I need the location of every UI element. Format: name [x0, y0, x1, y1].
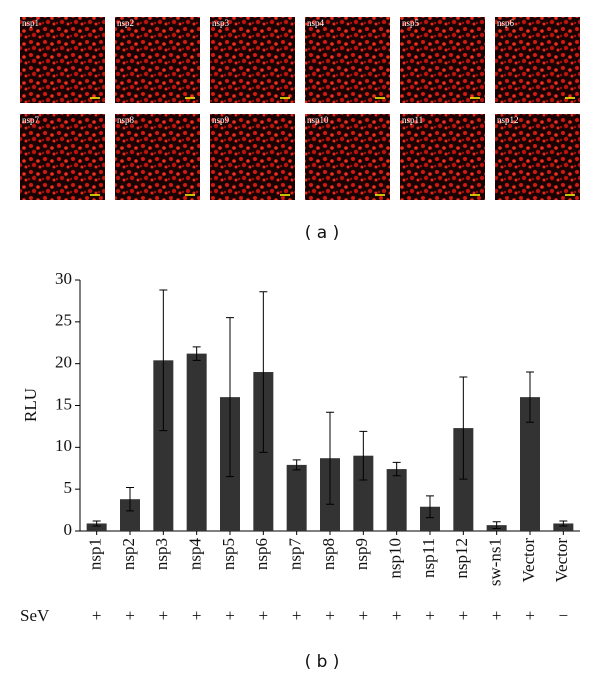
treatment-mark: −: [559, 606, 569, 625]
bar: [353, 455, 374, 531]
treatment-mark: +: [325, 606, 335, 625]
error-bar: [126, 486, 134, 512]
error-bar: [526, 371, 534, 423]
error-bar: [392, 461, 401, 477]
y-tick-label: 0: [64, 520, 73, 539]
micrograph: [210, 114, 295, 200]
micrograph: [115, 17, 200, 103]
y-tick-label: 30: [55, 269, 72, 288]
error-bar: [459, 376, 468, 480]
panel-caption: ( a ): [305, 223, 340, 243]
error-bar: [159, 289, 168, 432]
bar: [120, 499, 140, 531]
treatment-mark: +: [292, 606, 302, 625]
row-label: SeV: [20, 606, 50, 625]
micrograph: [305, 17, 390, 103]
bar: [520, 397, 540, 531]
bar: [386, 469, 407, 531]
treatment-mark: +: [492, 606, 502, 625]
error-bar: [192, 346, 201, 361]
error-bar: [92, 520, 101, 527]
treatment-mark: +: [225, 606, 235, 625]
image-label: nsp8: [117, 115, 135, 125]
treatment-mark: +: [92, 606, 102, 625]
bar: [153, 360, 174, 531]
y-tick-label: 25: [55, 311, 72, 330]
x-tick-label: nsp11: [419, 538, 438, 578]
bar: [553, 523, 574, 531]
micrograph: [305, 114, 390, 200]
image-label: nsp2: [117, 18, 134, 28]
bar: [186, 353, 207, 531]
x-tick-label: nsp9: [352, 538, 371, 570]
micrograph: [20, 114, 105, 200]
treatment-mark: +: [192, 606, 202, 625]
micrograph: [210, 17, 295, 103]
micrograph: [495, 17, 580, 103]
x-tick-label: nsp12: [452, 538, 471, 579]
micrograph: [495, 114, 580, 200]
image-label: nsp3: [212, 18, 230, 28]
y-tick-label: 5: [64, 478, 73, 497]
micrograph: [115, 114, 200, 200]
x-tick-label: nsp8: [319, 538, 338, 570]
bar: [86, 523, 107, 531]
treatment-mark: +: [159, 606, 169, 625]
treatment-mark: +: [392, 606, 402, 625]
y-tick-label: 20: [55, 353, 72, 372]
micrograph: [20, 17, 105, 103]
y-tick-label: 15: [55, 394, 72, 413]
x-tick-label: sw-ns1: [486, 538, 505, 586]
error-bar: [226, 317, 234, 478]
x-tick-label: nsp3: [152, 538, 171, 570]
x-tick-label: nsp10: [386, 538, 405, 579]
image-label: nsp10: [307, 115, 329, 125]
treatment-mark: +: [525, 606, 535, 625]
chart-caption: ( b ): [305, 652, 340, 672]
x-tick-label: nsp6: [252, 538, 271, 570]
treatment-mark: +: [459, 606, 469, 625]
image-label: nsp1: [22, 18, 39, 28]
y-axis-label: RLU: [21, 388, 40, 422]
x-tick-label: Vector: [552, 538, 571, 583]
image-label: nsp11: [402, 115, 423, 125]
x-tick-label: Vector: [519, 538, 538, 583]
error-bar: [326, 411, 334, 505]
y-tick-label: 10: [55, 436, 72, 455]
error-bar: [359, 430, 368, 481]
bar: [286, 464, 307, 531]
treatment-mark: +: [359, 606, 369, 625]
error-bar: [492, 521, 501, 529]
image-label: nsp5: [402, 18, 420, 28]
bar: [420, 506, 440, 531]
micrograph: [400, 17, 485, 103]
x-tick-label: nsp2: [119, 538, 138, 570]
image-label: nsp4: [307, 18, 325, 28]
x-tick-label: nsp4: [186, 538, 205, 571]
x-tick-label: nsp7: [286, 538, 305, 571]
image-label: nsp12: [497, 115, 519, 125]
treatment-mark: +: [125, 606, 135, 625]
x-tick-label: nsp5: [219, 538, 238, 570]
image-label: nsp6: [497, 18, 515, 28]
x-tick-label: nsp1: [86, 538, 105, 570]
micrograph: [400, 114, 485, 200]
error-bar: [292, 459, 301, 471]
error-bar: [259, 291, 268, 453]
image-label: nsp9: [212, 115, 230, 125]
treatment-mark: +: [259, 606, 269, 625]
error-bar: [559, 520, 568, 527]
treatment-mark: +: [425, 606, 435, 625]
error-bar: [426, 495, 434, 519]
image-label: nsp7: [22, 115, 40, 125]
